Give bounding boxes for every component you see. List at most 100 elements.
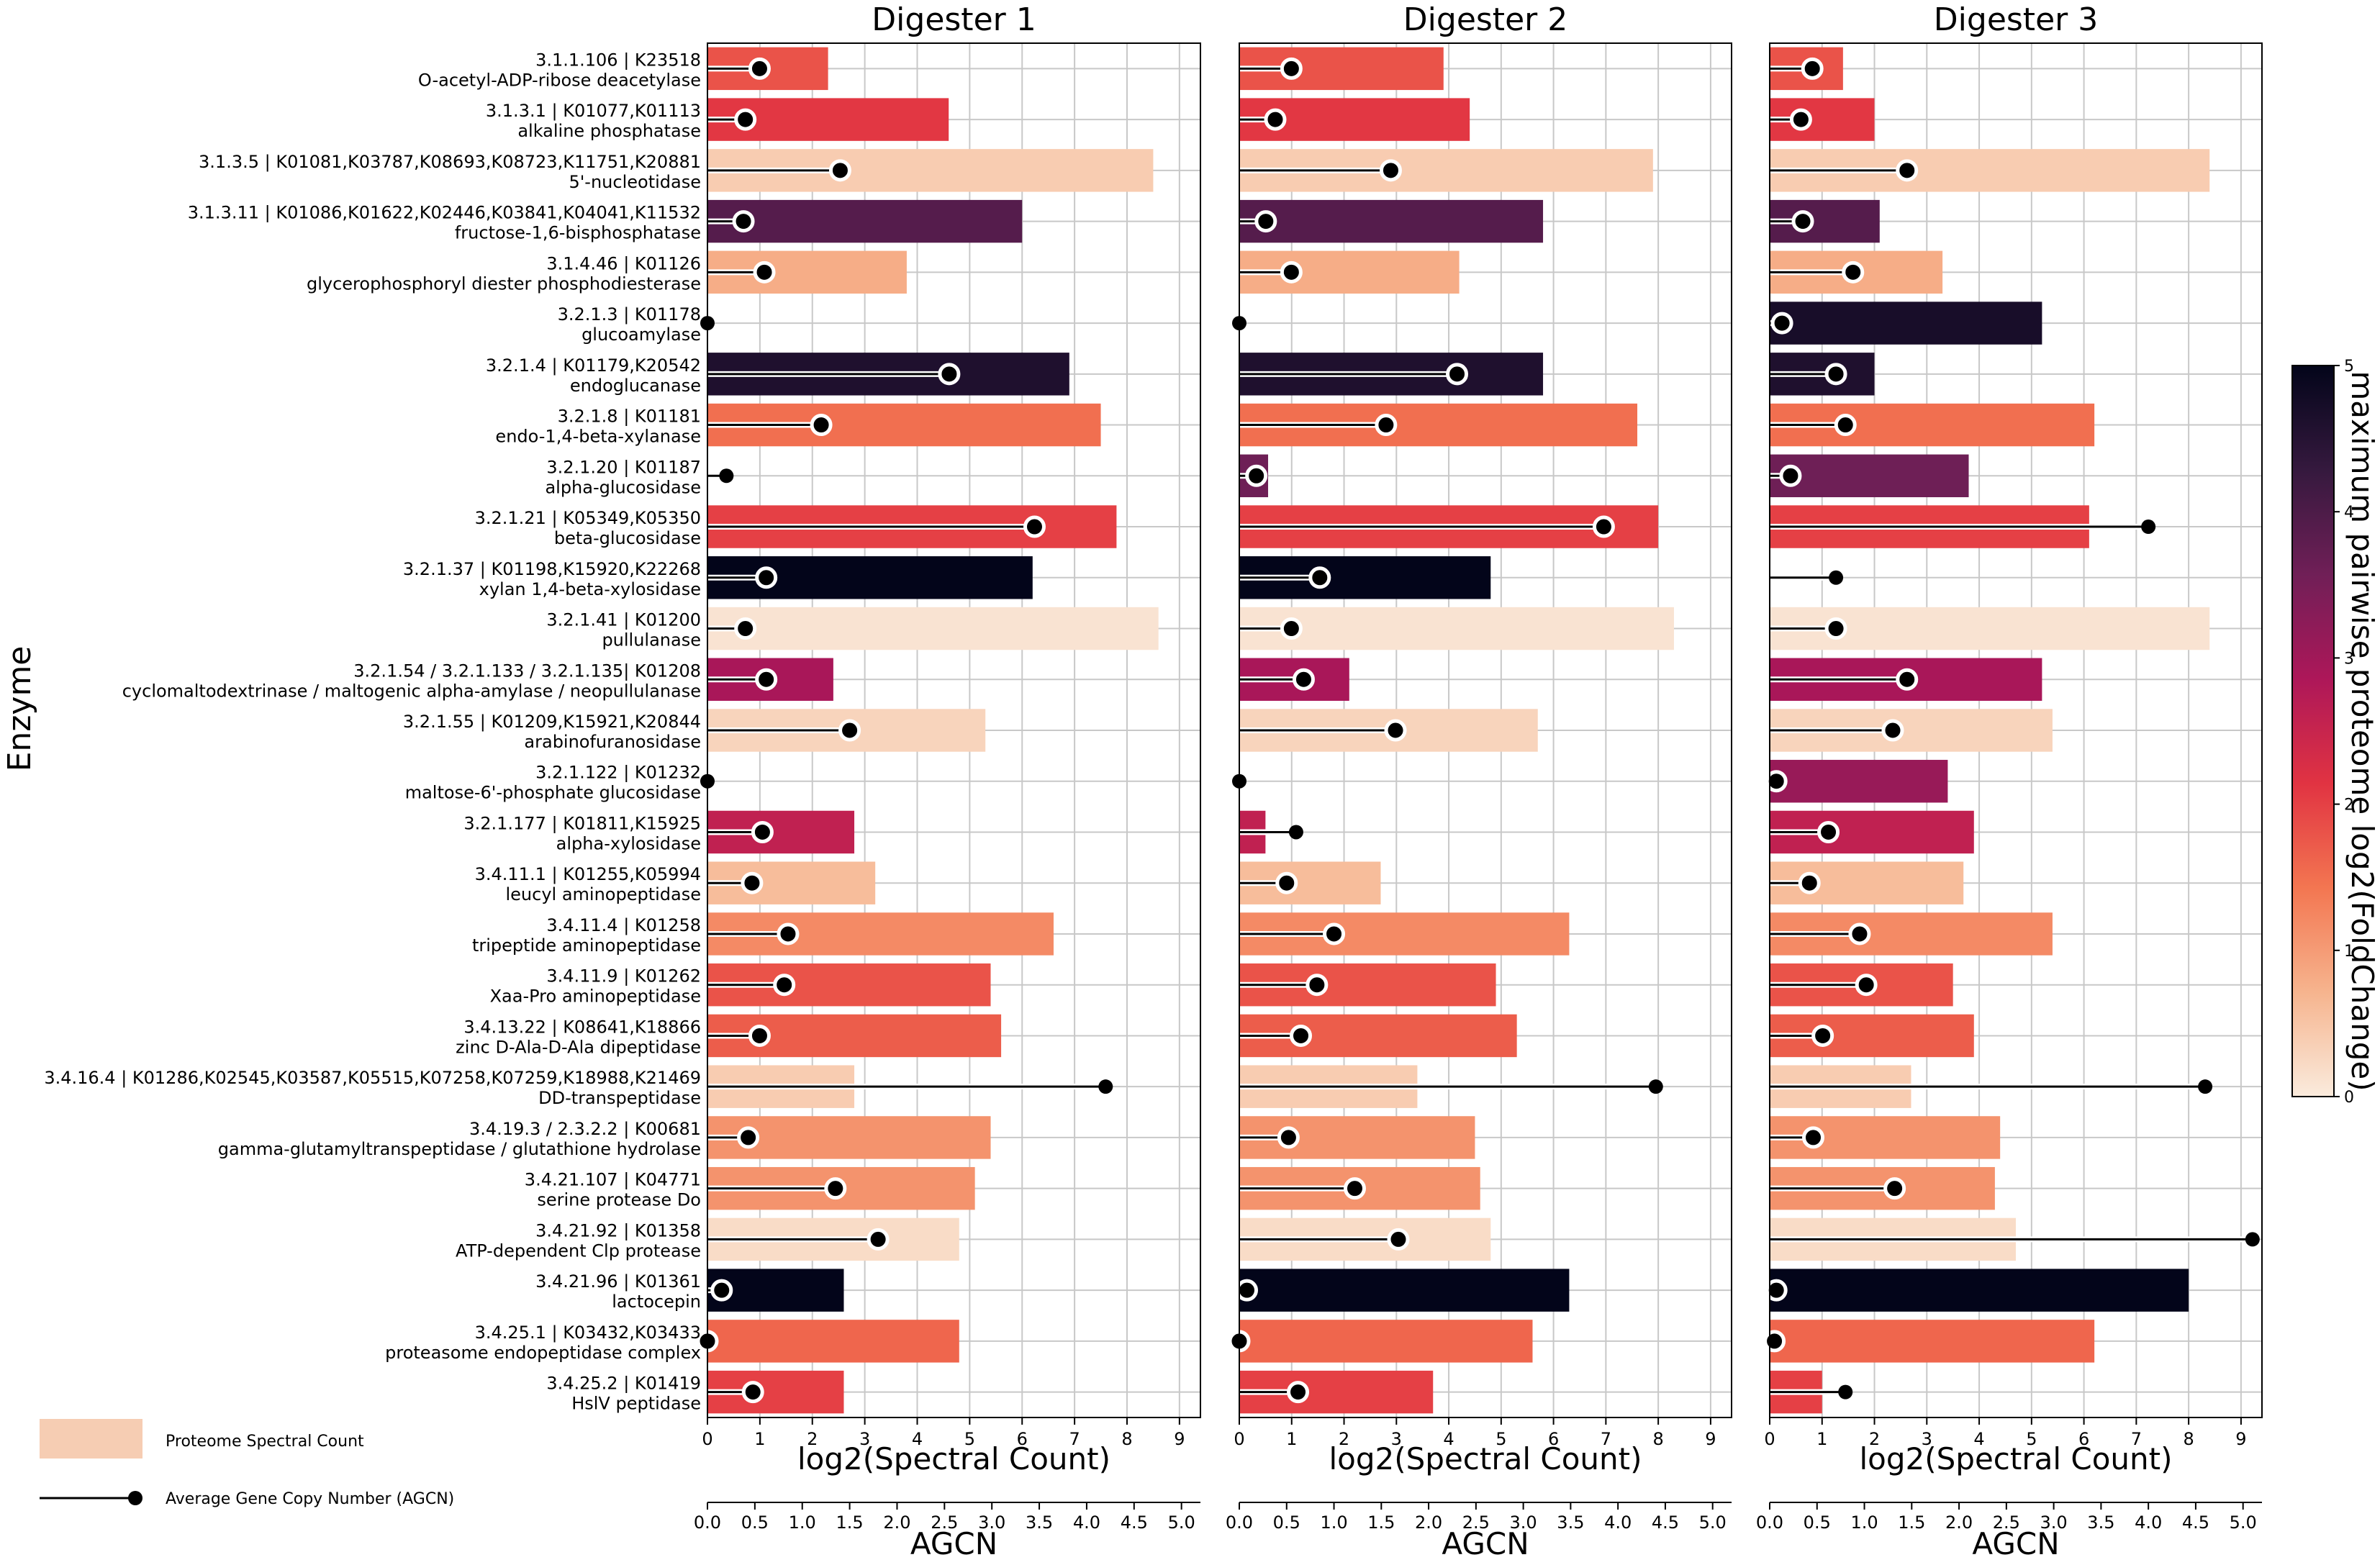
agcn-tick-label: 3.5 bbox=[2087, 1512, 2114, 1533]
enzyme-name-label: 5'-nucleotidase bbox=[569, 172, 701, 192]
agcn-point bbox=[719, 468, 734, 484]
agcn-point bbox=[741, 871, 764, 894]
agcn-tick-label: 3.0 bbox=[1510, 1512, 1537, 1533]
agcn-point bbox=[1287, 1381, 1310, 1404]
agcn-point bbox=[867, 1228, 890, 1251]
agcn-tick-label: 5.0 bbox=[1699, 1512, 1727, 1533]
spectral-tick-label: 7 bbox=[1069, 1429, 1080, 1449]
spectral-tick-label: 6 bbox=[1548, 1429, 1559, 1449]
agcn-point bbox=[838, 719, 861, 742]
agcn-tick-label: 1.5 bbox=[1898, 1512, 1925, 1533]
agcn-tick-label: 5.0 bbox=[2230, 1512, 2257, 1533]
enzyme-name-label: alpha-glucosidase bbox=[545, 477, 701, 497]
agcn-tick-label: 3.5 bbox=[1026, 1512, 1053, 1533]
enzyme-ec-label: 3.4.21.107 | K04771 bbox=[525, 1170, 701, 1190]
agcn-point bbox=[1838, 1384, 1853, 1400]
spectral-bar bbox=[1239, 1320, 1533, 1363]
spectral-tick-label: 3 bbox=[1922, 1429, 1932, 1449]
enzyme-ec-label: 3.2.1.54 / 3.2.1.133 / 3.2.1.135| K01208 bbox=[353, 661, 701, 681]
enzyme-ec-label: 3.2.1.41 | K01200 bbox=[546, 610, 701, 630]
agcn-tick-label: 2.5 bbox=[1993, 1512, 2020, 1533]
legend-bar-swatch bbox=[40, 1419, 142, 1459]
enzyme-name-label: pullulanase bbox=[602, 630, 701, 650]
enzyme-ec-label: 3.2.1.55 | K01209,K15921,K20844 bbox=[403, 712, 701, 732]
agcn-point bbox=[777, 922, 800, 945]
agcn-tick-label: 4.5 bbox=[2182, 1512, 2209, 1533]
spectral-tick-label: 3 bbox=[859, 1429, 870, 1449]
spectral-bar bbox=[1770, 1269, 2189, 1312]
agcn-point bbox=[1824, 363, 1847, 386]
enzyme-name-label: alpha-xylosidase bbox=[556, 833, 701, 853]
enzyme-name-label: alkaline phosphatase bbox=[517, 121, 701, 141]
spectral-axis-label: log2(Spectral Count) bbox=[1860, 1441, 2173, 1476]
agcn-point bbox=[1280, 57, 1303, 80]
agcn-point bbox=[1375, 414, 1398, 437]
agcn-tick-label: 0.5 bbox=[1273, 1512, 1300, 1533]
agcn-point bbox=[741, 1381, 764, 1404]
agcn-point bbox=[824, 1177, 847, 1200]
enzyme-ec-label: 3.2.1.3 | K01178 bbox=[558, 304, 701, 325]
legend-lollipop-label: Average Gene Copy Number (AGCN) bbox=[166, 1490, 454, 1508]
agcn-point bbox=[1387, 1228, 1410, 1251]
spectral-bar bbox=[707, 1320, 959, 1363]
legend-bar-label: Proteome Spectral Count bbox=[166, 1433, 364, 1451]
agcn-point bbox=[1824, 617, 1847, 640]
agcn-point bbox=[1848, 922, 1871, 945]
agcn-point bbox=[1855, 974, 1878, 997]
panel-digester-1: Digester 1 0 1 2 3 4 5 6 7 8 9 log2(Spectral Count)… bbox=[694, 1, 1201, 1561]
enzyme-name-label: ATP-dependent Clp protease bbox=[456, 1240, 701, 1261]
enzyme-ec-label: 3.2.1.122 | K01232 bbox=[535, 763, 701, 783]
agcn-tick-label: 3.0 bbox=[978, 1512, 1005, 1533]
agcn-tick-label: 0.0 bbox=[1226, 1512, 1253, 1533]
agcn-point bbox=[810, 414, 833, 437]
agcn-point bbox=[1098, 1079, 1113, 1094]
enzyme-name-label: fructose-1,6-bisphosphatase bbox=[455, 223, 701, 243]
spectral-tick-label: 5 bbox=[964, 1429, 975, 1449]
agcn-tick-label: 4.0 bbox=[1604, 1512, 1632, 1533]
spectral-tick-label: 4 bbox=[912, 1429, 923, 1449]
agcn-point bbox=[1811, 1024, 1834, 1047]
agcn-tick-label: 0.0 bbox=[694, 1512, 721, 1533]
enzyme-ec-label: 3.4.13.22 | K08641,K18866 bbox=[463, 1017, 701, 1037]
panel-frame bbox=[1239, 42, 1732, 1418]
enzyme-ec-label: 3.4.11.9 | K01262 bbox=[546, 966, 701, 986]
agcn-point bbox=[737, 1126, 760, 1149]
agcn-tick-label: 1.0 bbox=[1850, 1512, 1878, 1533]
agcn-point bbox=[755, 668, 778, 691]
agcn-tick-label: 4.0 bbox=[2135, 1512, 2162, 1533]
agcn-point bbox=[1802, 1126, 1825, 1149]
agcn-tick-label: 1.0 bbox=[789, 1512, 816, 1533]
agcn-point bbox=[1023, 515, 1046, 538]
panel-title: Digester 3 bbox=[1934, 1, 2098, 38]
agcn-point bbox=[751, 820, 774, 843]
spectral-bar bbox=[1239, 199, 1544, 243]
agcn-point bbox=[1308, 566, 1331, 589]
enzyme-name-label: arabinofuranosidase bbox=[524, 732, 701, 752]
agcn-tick-label: 5.0 bbox=[1168, 1512, 1195, 1533]
agcn-point bbox=[1789, 108, 1812, 131]
spectral-tick-label: 0 bbox=[702, 1429, 712, 1449]
agcn-point bbox=[748, 1024, 771, 1047]
enzyme-ec-label: 3.2.1.4 | K01179,K20542 bbox=[486, 355, 701, 376]
agcn-tick-label: 4.0 bbox=[1073, 1512, 1100, 1533]
y-axis-label: Enzyme bbox=[1, 646, 38, 772]
enzyme-name-label: xylan 1,4-beta-xylosidase bbox=[479, 579, 701, 599]
legend-lollipop-dot bbox=[128, 1491, 142, 1505]
spectral-tick-label: 0 bbox=[1764, 1429, 1775, 1449]
enzyme-name-label: cyclomaltodextrinase / maltogenic alpha-… bbox=[122, 681, 701, 701]
agcn-point bbox=[1763, 1330, 1786, 1353]
spectral-axis-label: log2(Spectral Count) bbox=[797, 1441, 1110, 1476]
enzyme-ec-label: 3.1.3.11 | K01086,K01622,K02446,K03841,K… bbox=[188, 203, 701, 223]
agcn-point bbox=[1765, 770, 1788, 793]
agcn-point bbox=[755, 566, 778, 589]
agcn-point bbox=[2141, 520, 2156, 535]
enzyme-ec-label: 3.4.21.96 | K01361 bbox=[535, 1271, 701, 1292]
enzyme-name-label: serine protease Do bbox=[537, 1190, 701, 1210]
agcn-point bbox=[1280, 617, 1303, 640]
spectral-tick-label: 2 bbox=[1869, 1429, 1880, 1449]
enzyme-ec-label: 3.4.25.2 | K01419 bbox=[546, 1374, 701, 1394]
agcn-tick-label: 1.0 bbox=[1320, 1512, 1347, 1533]
agcn-point bbox=[1801, 57, 1824, 80]
spectral-tick-label: 9 bbox=[1705, 1429, 1716, 1449]
